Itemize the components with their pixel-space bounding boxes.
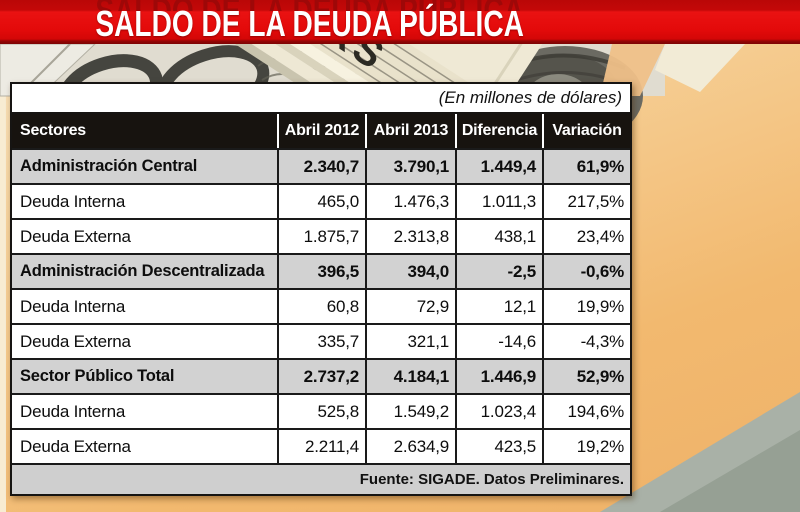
value-cell: 465,0 — [277, 185, 365, 218]
value-cell: 394,0 — [365, 255, 455, 288]
header-sectores: Sectores — [20, 122, 86, 139]
value-cell: -0,6% — [542, 255, 630, 288]
value-cell: 1.549,2 — [365, 395, 455, 428]
sector-cell: Deuda Externa — [20, 437, 131, 456]
value-cell: 2.737,2 — [277, 360, 365, 393]
sector-cell: Deuda Externa — [20, 227, 131, 246]
value-cell: 1.875,7 — [277, 220, 365, 253]
sector-cell: Deuda Interna — [20, 402, 126, 421]
public-debt-table: (En millones de dólares) Sectores Abril … — [10, 82, 632, 496]
value-cell: 61,9% — [542, 150, 630, 183]
value-cell: -14,6 — [455, 325, 542, 358]
value-cell: 194,6% — [542, 395, 630, 428]
value-cell: -2,5 — [455, 255, 542, 288]
value-cell: 438,1 — [455, 220, 542, 253]
unit-note: (En millones de dólares) — [12, 84, 630, 114]
table-row-deuda-externa: Deuda Externa 1.875,7 2.313,8 438,1 23,4… — [12, 218, 630, 253]
table-row-sector-publico-total: Sector Público Total 2.737,2 4.184,1 1.4… — [12, 358, 630, 393]
header-abril-2013: Abril 2013 — [365, 114, 455, 148]
value-cell: 12,1 — [455, 290, 542, 323]
table-row-deuda-externa: Deuda Externa 335,7 321,1 -14,6 -4,3% — [12, 323, 630, 358]
sector-cell: Administración Descentralizada — [20, 262, 265, 280]
value-cell: 321,1 — [365, 325, 455, 358]
table-row-deuda-interna: Deuda Interna 525,8 1.549,2 1.023,4 194,… — [12, 393, 630, 428]
value-cell: 60,8 — [277, 290, 365, 323]
value-cell: 3.790,1 — [365, 150, 455, 183]
sector-cell: Deuda Interna — [20, 192, 126, 211]
value-cell: 217,5% — [542, 185, 630, 218]
title-ghost-band: SALDO DE LA DEUDA PÚBLICA — [0, 0, 620, 11]
value-cell: 52,9% — [542, 360, 630, 393]
table-row-deuda-interna: Deuda Interna 60,8 72,9 12,1 19,9% — [12, 288, 630, 323]
value-cell: 335,7 — [277, 325, 365, 358]
left-margin-strip — [0, 44, 6, 512]
sector-cell: Sector Público Total — [20, 367, 175, 385]
value-cell: 19,9% — [542, 290, 630, 323]
page-title: SALDO DE LA DEUDA PÚBLICA — [95, 3, 525, 44]
table-row-deuda-interna: Deuda Interna 465,0 1.476,3 1.011,3 217,… — [12, 183, 630, 218]
value-cell: 19,2% — [542, 430, 630, 463]
value-cell: 396,5 — [277, 255, 365, 288]
value-cell: 1.011,3 — [455, 185, 542, 218]
header-variacion: Variación — [542, 114, 630, 148]
value-cell: 423,5 — [455, 430, 542, 463]
table-row-administracion-descentralizada: Administración Descentralizada 396,5 394… — [12, 253, 630, 288]
value-cell: 4.184,1 — [365, 360, 455, 393]
photo-shadow-corner-dark — [660, 430, 800, 512]
value-cell: 1.023,4 — [455, 395, 542, 428]
value-cell: -4,3% — [542, 325, 630, 358]
value-cell: 1.449,4 — [455, 150, 542, 183]
table-header-row: Sectores Abril 2012 Abril 2013 Diferenci… — [12, 114, 630, 148]
value-cell: 72,9 — [365, 290, 455, 323]
value-cell: 525,8 — [277, 395, 365, 428]
value-cell: 1.476,3 — [365, 185, 455, 218]
sector-cell: Deuda Interna — [20, 297, 126, 316]
table-row-administracion-central: Administración Central 2.340,7 3.790,1 1… — [12, 148, 630, 183]
value-cell: 2.634,9 — [365, 430, 455, 463]
header-abril-2012: Abril 2012 — [277, 114, 365, 148]
page-title-ghost: SALDO DE LA DEUDA PÚBLICA — [96, 0, 524, 11]
sector-cell: Deuda Externa — [20, 332, 131, 351]
value-cell: 2.313,8 — [365, 220, 455, 253]
sector-cell: Administración Central — [20, 157, 198, 175]
source-note: Fuente: SIGADE. Datos Preliminares. — [12, 463, 630, 494]
header-diferencia: Diferencia — [455, 114, 542, 148]
value-cell: 23,4% — [542, 220, 630, 253]
table-row-deuda-externa: Deuda Externa 2.211,4 2.634,9 423,5 19,2… — [12, 428, 630, 463]
value-cell: 2.211,4 — [277, 430, 365, 463]
title-banner: SALDO DE LA DEUDA PÚBLICA SALDO DE LA DE… — [0, 0, 800, 44]
value-cell: 1.446,9 — [455, 360, 542, 393]
value-cell: 2.340,7 — [277, 150, 365, 183]
